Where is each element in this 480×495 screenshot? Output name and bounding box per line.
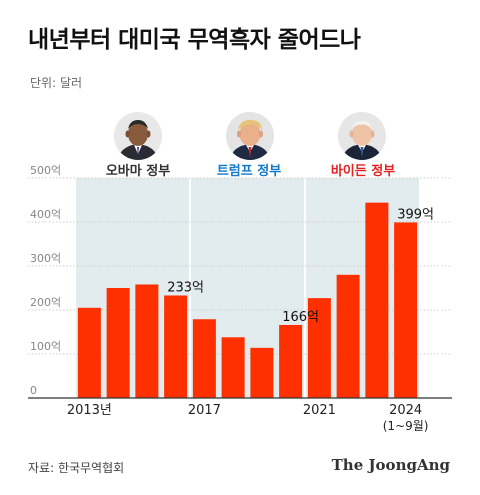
biden-portrait-icon [338,112,386,160]
y-tick-label-400: 400억 [30,208,61,221]
x-tick-sublabel: (1~9월) [383,419,429,433]
chart-title: 내년부터 대미국 무역흑자 줄어드나 [28,27,361,53]
y-tick-label-500: 500억 [30,164,61,177]
bar-2019 [250,347,274,398]
x-tick-label-2013년: 2013년 [67,403,112,418]
y-tick-label-100: 100억 [30,340,61,353]
data-label-2020: 166억 [282,310,319,325]
y-tick-label-200: 200억 [30,296,61,309]
bar-2020 [279,324,303,398]
bar-2015 [135,284,159,398]
bar-2024 [394,222,418,398]
bar-2022 [336,274,360,398]
data-label-2016: 233억 [167,280,204,295]
bar-2014 [106,288,130,398]
bar-2017 [192,319,216,398]
brand-logo: The JoongAng [331,456,450,474]
y-tick-label-0: 0 [30,384,37,397]
administration-label-obama: 오바마 정부 [105,164,171,179]
bar-2021 [307,298,331,398]
unit-label: 단위: 달러 [30,76,83,90]
bar-2018 [221,337,245,398]
trump-portrait-icon [226,112,274,160]
y-tick-label-300: 300억 [30,252,61,265]
x-tick-label-2017: 2017 [188,403,221,418]
administration-label-trump: 트럼프 정부 [216,164,282,179]
bar-2016 [164,295,188,398]
obama-portrait-icon [114,112,162,160]
x-tick-label-2024: 2024 [389,403,422,418]
trade-surplus-bar-chart: 0 100억 200억 300억 400억 500억 2013년 2017 2021 2024(1… [28,164,452,433]
bar-2013 [77,307,101,398]
administration-label-biden: 바이든 정부 [330,164,396,179]
data-label-2024: 399억 [397,207,434,222]
source-note: 자료: 한국무역협회 [28,461,125,475]
x-tick-label-2021: 2021 [303,403,336,418]
bar-2023 [365,202,389,398]
